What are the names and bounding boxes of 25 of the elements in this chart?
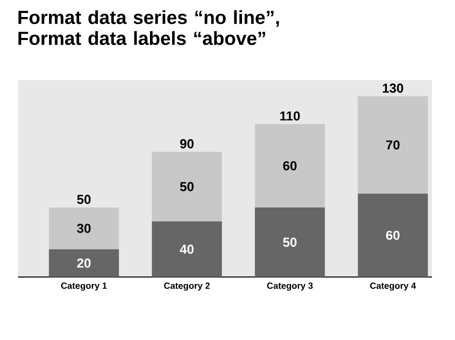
total-label: 50 [77, 194, 91, 204]
bar [152, 152, 222, 222]
x-tick-label: Category 2 [164, 282, 210, 291]
data-label: 50 [283, 238, 297, 247]
data-label: 20 [77, 258, 91, 268]
total-label: 130 [382, 84, 404, 93]
x-tick-label: Category 4 [370, 282, 416, 291]
bar [254, 124, 325, 208]
bar [152, 221, 222, 277]
data-label: 60 [386, 230, 400, 240]
x-tick-label: Category 3 [267, 282, 313, 291]
data-label: 60 [283, 161, 297, 170]
bar [48, 207, 119, 250]
data-label: 40 [180, 244, 194, 254]
data-label: 50 [180, 182, 194, 192]
bar [358, 194, 428, 277]
total-label: 110 [280, 111, 300, 121]
bar [254, 207, 325, 277]
data-label: 70 [386, 140, 400, 150]
data-label: 30 [77, 224, 91, 233]
bar [358, 96, 428, 194]
chart-title: Format data series “no line”, Format data labels “above” [18, 10, 279, 46]
total-label: 90 [180, 139, 194, 148]
bar [48, 249, 119, 277]
x-tick-label: Category 1 [61, 282, 107, 291]
